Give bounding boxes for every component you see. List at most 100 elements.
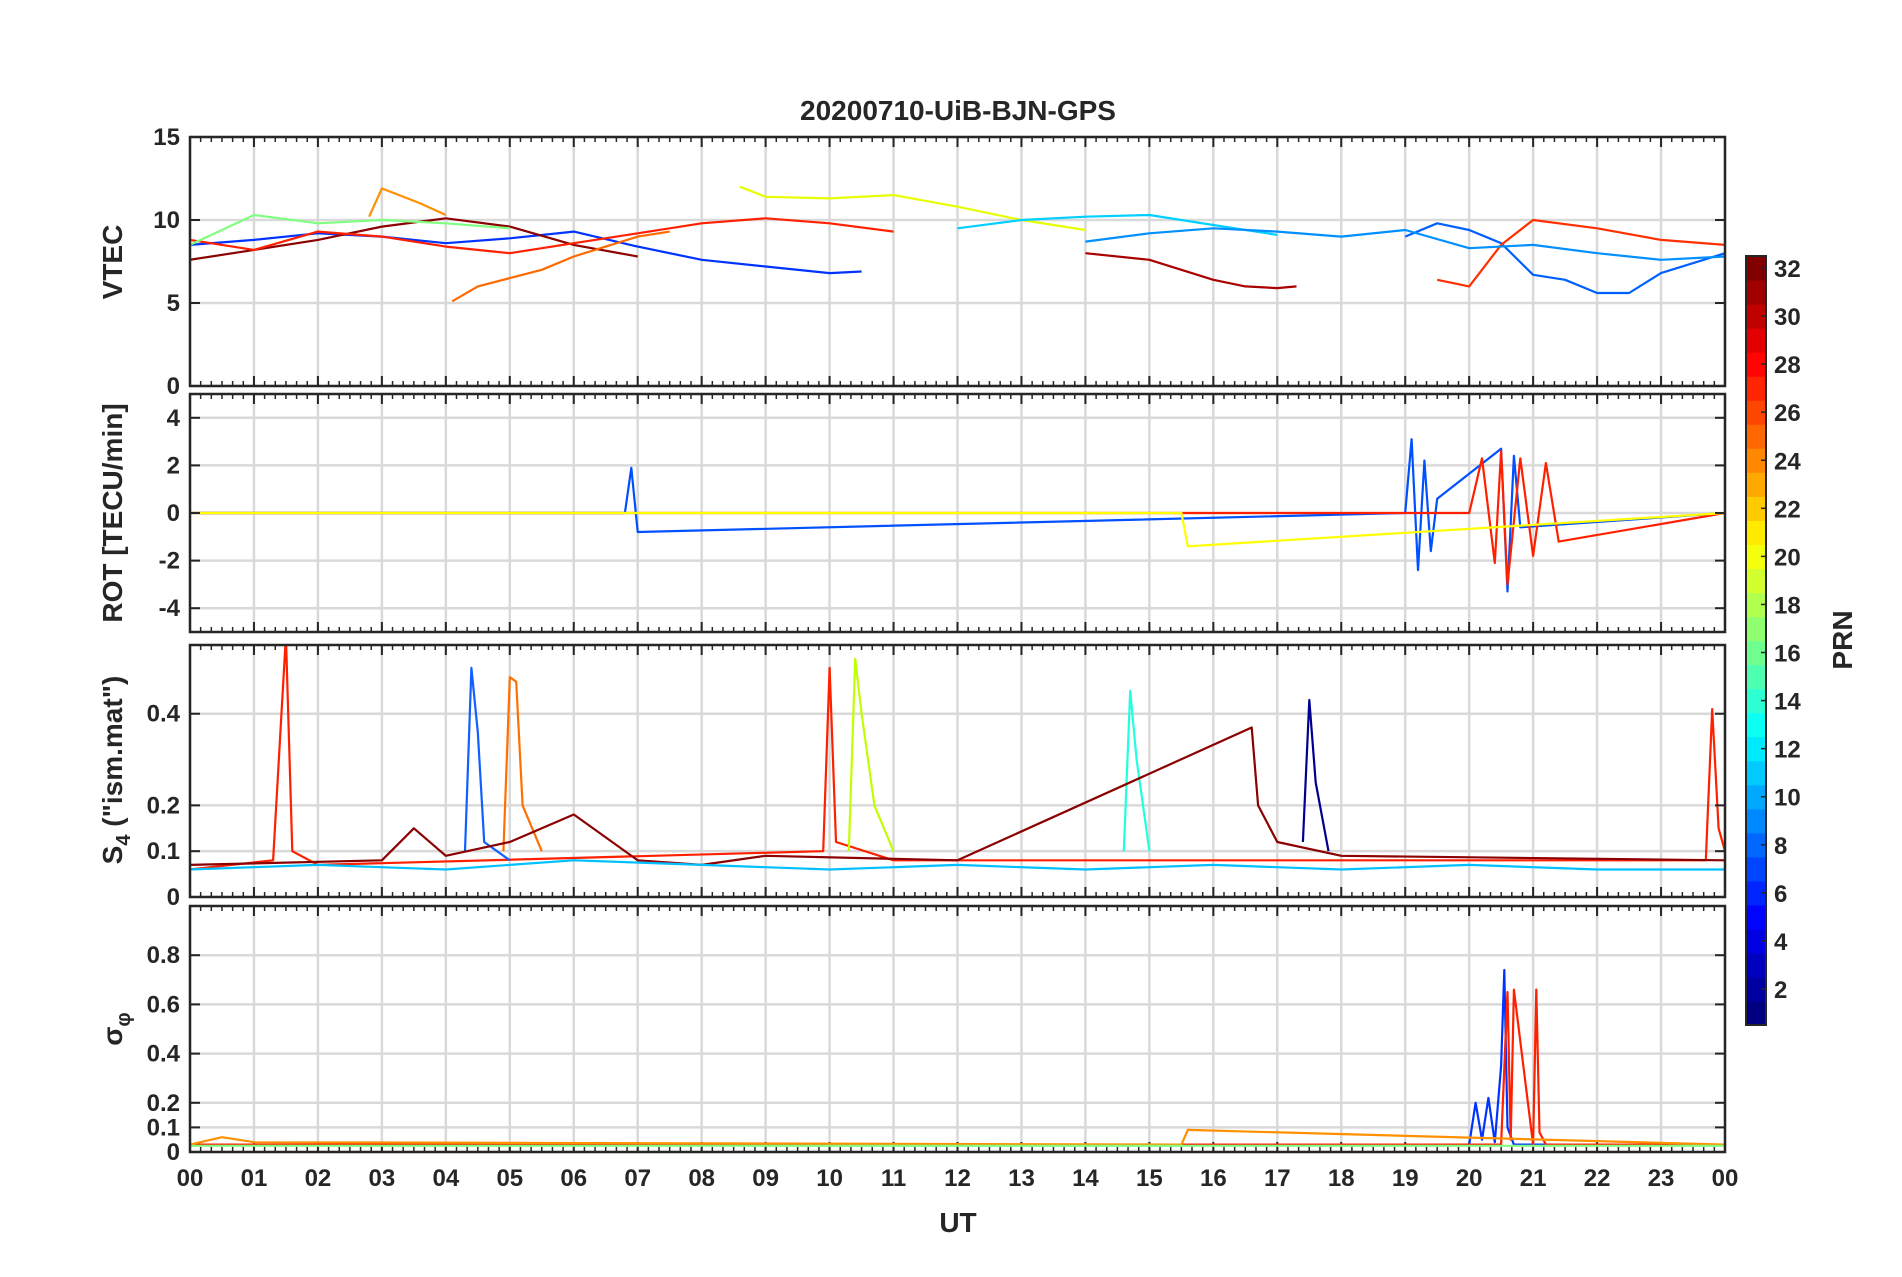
colorbar-tick-label: 22 (1774, 496, 1801, 523)
panel-4: 00.10.2 0.4 0.6 0.8 σφ 00 01 02 03 04 05 06 07 08 09 10… (97, 904, 1739, 1192)
colorbar-segment (1746, 712, 1766, 738)
colorbar-segment (1746, 952, 1766, 978)
colorbar-segment (1746, 544, 1766, 570)
x-tick-label: 11 (881, 1165, 906, 1192)
y-tick-label: 0.6 (147, 991, 180, 1018)
colorbar-segment (1746, 568, 1766, 594)
x-tick-label: 23 (1648, 1165, 1675, 1192)
colorbar-segment (1746, 592, 1766, 618)
colorbar-segment (1746, 832, 1766, 858)
panel-frame (188, 135, 1727, 388)
y-tick-label: 4 (167, 405, 181, 432)
y-axis-label: S4 ("ism.mat") (97, 676, 135, 865)
x-tick-label: 16 (1200, 1165, 1227, 1192)
y-tick-label: 0 (167, 373, 180, 400)
x-tick-label: 21 (1520, 1165, 1547, 1192)
colorbar-segment (1746, 856, 1766, 882)
colorbar-segment (1746, 664, 1766, 690)
panel-1: 0 5 10 15 VTEC (97, 124, 1727, 400)
y-tick-label: 0.1 (147, 1114, 180, 1141)
colorbar-tick-label: 12 (1774, 737, 1801, 764)
colorbar-tick-label: 28 (1774, 352, 1801, 379)
y-tick-label: 0.2 (147, 792, 180, 819)
colorbar-segment (1746, 304, 1766, 329)
colorbar-segment (1746, 472, 1766, 497)
series-line-prn-24 (502, 675, 543, 852)
series-line-prn-9 (1085, 227, 1725, 261)
x-axis-label: UT (939, 1207, 976, 1238)
series-line-prn-18 (847, 657, 895, 852)
y-tick-label: 15 (153, 124, 180, 151)
y-axis-label: σφ (97, 1012, 135, 1045)
colorbar-segment (1746, 328, 1766, 353)
colorbar-tick-label: 24 (1774, 448, 1801, 475)
colorbar-segment (1746, 688, 1766, 714)
series-line-prn-2 (1301, 698, 1330, 852)
colorbar-segment (1746, 424, 1766, 449)
y-axis-label: VTEC (97, 225, 128, 300)
colorbar-segment (1746, 520, 1766, 545)
colorbar-frame (1745, 255, 1767, 1026)
colorbar-segment (1746, 376, 1766, 401)
x-tick-label: 10 (816, 1165, 843, 1192)
series-group (190, 438, 1725, 593)
colorbar-segment (1746, 400, 1766, 425)
series-group (190, 185, 1725, 303)
series-line-prn-11 (190, 859, 1725, 871)
colorbar-segment (1746, 616, 1766, 642)
panel-2: -4 -2 0 2 4 ROT [TECU/min] (97, 392, 1727, 634)
x-tick-label: 18 (1328, 1165, 1355, 1192)
x-tick-label: 04 (432, 1165, 459, 1192)
colorbar-segment (1746, 1000, 1766, 1026)
figure-title: 20200710-UiB-BJN-GPS (800, 95, 1116, 126)
colorbar-tick-label: 2 (1774, 977, 1787, 1004)
series-line-prn-20 (190, 511, 1725, 548)
y-tick-label: 5 (167, 290, 180, 317)
colorbar-tick-label: 16 (1774, 641, 1801, 668)
y-tick-label: 0.4 (147, 1041, 181, 1068)
series-group (190, 645, 1725, 871)
x-tick-label: 06 (560, 1165, 587, 1192)
x-tick-label: 13 (1008, 1165, 1035, 1192)
x-tick-label: 14 (1072, 1165, 1099, 1192)
colorbar-segment (1746, 352, 1766, 377)
y-tick-label: -4 (159, 595, 181, 622)
colorbar-segment (1746, 976, 1766, 1002)
x-tick-label: 00 (1712, 1165, 1739, 1192)
series-group (190, 968, 1725, 1147)
series-line-prn-22 (190, 1128, 1725, 1146)
y-tick-label: 10 (153, 207, 180, 234)
x-tick-label: 07 (624, 1165, 651, 1192)
x-tick-label: 01 (241, 1165, 268, 1192)
x-tick-label: 09 (752, 1165, 779, 1192)
y-tick-label: 0 (167, 1139, 180, 1166)
series-line-prn-6 (1404, 222, 1725, 295)
series-line-prn-22 (368, 187, 447, 218)
y-axis-label: ROT [TECU/min] (97, 403, 128, 622)
colorbar-tick-label: 14 (1774, 689, 1801, 716)
series-line-prn-12 (957, 213, 1278, 236)
y-tick-label: -2 (159, 548, 180, 575)
colorbar-segment (1746, 448, 1766, 473)
colorbar-segment (1746, 256, 1766, 281)
panel-frame (188, 643, 1727, 899)
y-tick-label: 0.4 (147, 701, 181, 728)
panel-3: 0 0.1 0.2 0.4 S4 ("ism.mat") (97, 643, 1727, 911)
colorbar-label: PRN (1827, 610, 1858, 669)
series-line-prn-3 (190, 230, 862, 275)
colorbar-tick-label: 8 (1774, 833, 1787, 860)
colorbar-segment (1746, 808, 1766, 834)
x-tick-label: 20 (1456, 1165, 1483, 1192)
colorbar-segment (1746, 760, 1766, 786)
series-line-prn-28 (190, 988, 1725, 1146)
colorbar-segment (1746, 736, 1766, 762)
colorbar-tick-label: 30 (1774, 304, 1801, 331)
colorbar-segment (1746, 928, 1766, 954)
colorbar-segment (1746, 640, 1766, 666)
x-tick-label: 17 (1264, 1165, 1291, 1192)
series-line-prn-5 (463, 666, 511, 862)
